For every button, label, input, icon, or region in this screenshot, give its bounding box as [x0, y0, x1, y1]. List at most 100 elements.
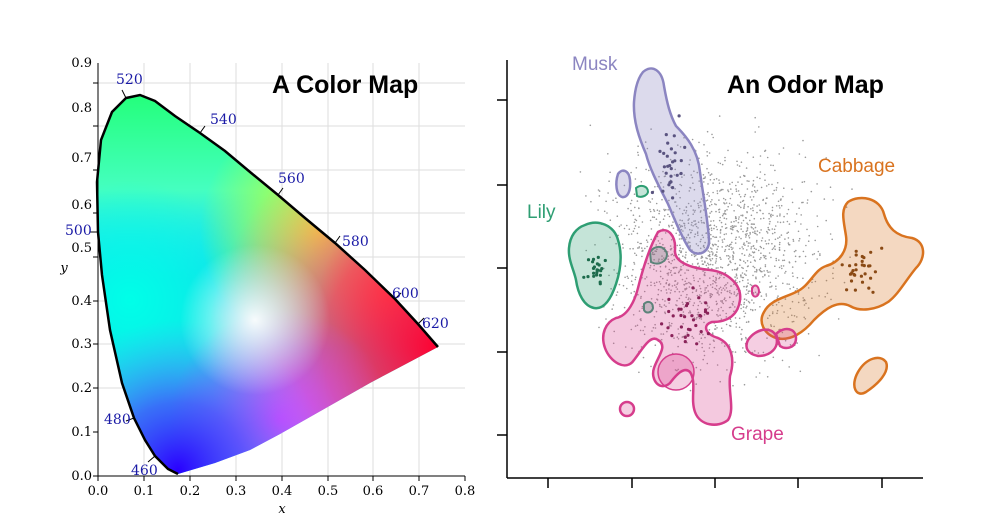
member-point: [867, 286, 871, 290]
scatter-point: [668, 225, 670, 228]
scatter-point: [698, 294, 701, 296]
scatter-point: [702, 236, 705, 239]
scatter-point: [755, 276, 757, 279]
scatter-point: [758, 281, 761, 283]
scatter-point: [743, 260, 745, 263]
scatter-point: [663, 304, 666, 306]
scatter-point: [633, 290, 636, 293]
scatter-point: [640, 180, 643, 183]
scatter-point: [759, 209, 762, 212]
scatter-point: [650, 284, 652, 287]
scatter-point: [687, 214, 689, 217]
scatter-point: [723, 276, 725, 279]
scatter-point: [616, 272, 618, 275]
scatter-point: [759, 155, 762, 157]
scatter-point: [729, 296, 731, 299]
scatter-point: [645, 276, 648, 278]
member-point: [586, 275, 590, 279]
scatter-point: [663, 257, 665, 259]
scatter-point: [738, 165, 741, 167]
scatter-point: [691, 138, 694, 141]
scatter-point: [703, 350, 705, 353]
scatter-point: [845, 206, 848, 208]
scatter-point: [780, 204, 783, 207]
member-point: [853, 288, 858, 292]
scatter-point: [719, 190, 721, 192]
scatter-point: [691, 335, 693, 338]
scatter-point: [664, 311, 666, 314]
scatter-point: [624, 346, 627, 348]
scatter-point: [685, 254, 687, 256]
scatter-point: [703, 221, 705, 224]
scatter-point: [698, 333, 701, 335]
scatter-point: [671, 259, 674, 262]
scatter-point: [771, 312, 774, 315]
scatter-point: [648, 169, 650, 172]
x-tick-label: 0.0: [88, 484, 109, 499]
scatter-point: [778, 153, 780, 155]
scatter-point: [751, 309, 754, 312]
scatter-point: [786, 283, 788, 285]
scatter-point: [824, 296, 826, 298]
scatter-point: [648, 200, 650, 202]
scatter-point: [754, 226, 757, 229]
scatter-point: [716, 364, 719, 366]
scatter-point: [756, 234, 758, 236]
member-point: [697, 296, 701, 300]
scatter-point: [700, 216, 703, 219]
scatter-point: [699, 287, 702, 290]
scatter-point: [633, 227, 636, 230]
scatter-point: [607, 153, 609, 155]
scatter-point: [645, 168, 647, 171]
scatter-point: [636, 247, 639, 249]
scatter-point: [739, 258, 741, 261]
scatter-point: [735, 219, 737, 222]
scatter-point: [660, 306, 663, 308]
scatter-point: [690, 224, 693, 226]
member-point: [851, 269, 855, 273]
wavelength-label: 560: [278, 171, 305, 187]
scatter-point: [735, 273, 738, 276]
scatter-point: [744, 312, 747, 315]
scatter-point: [732, 247, 734, 249]
scatter-point: [764, 149, 767, 152]
scatter-point: [641, 255, 643, 258]
member-point: [677, 114, 681, 118]
scatter-point: [752, 179, 755, 182]
scatter-point: [801, 201, 803, 204]
scatter-point: [739, 176, 742, 178]
scatter-point: [707, 307, 709, 310]
scatter-point: [775, 186, 778, 189]
scatter-point: [748, 180, 750, 182]
scatter-point: [743, 315, 746, 318]
member-point: [880, 246, 884, 250]
scatter-point: [742, 248, 744, 250]
scatter-point: [688, 218, 690, 220]
scatter-point: [690, 205, 692, 207]
scatter-point: [687, 234, 689, 237]
y-tick-label: 0.0: [71, 469, 92, 484]
scatter-point: [770, 325, 773, 328]
member-point: [704, 301, 708, 305]
scatter-point: [682, 335, 685, 338]
scatter-point: [764, 173, 766, 176]
scatter-point: [746, 305, 748, 308]
scatter-point: [731, 241, 733, 244]
scatter-point: [679, 244, 681, 246]
scatter-point: [837, 318, 840, 320]
scatter-point: [624, 265, 627, 267]
scatter-point: [682, 230, 684, 232]
scatter-point: [753, 266, 756, 269]
spectral-locus: [95, 93, 439, 476]
scatter-point: [743, 203, 746, 206]
scatter-point: [714, 262, 717, 264]
scatter-point: [700, 210, 702, 212]
scatter-point: [703, 246, 706, 249]
scatter-point: [615, 242, 617, 245]
scatter-point: [667, 213, 669, 216]
scatter-point: [718, 208, 720, 211]
scatter-point: [657, 288, 660, 291]
scatter-point: [781, 267, 783, 270]
scatter-point: [659, 305, 661, 308]
scatter-point: [727, 258, 730, 260]
